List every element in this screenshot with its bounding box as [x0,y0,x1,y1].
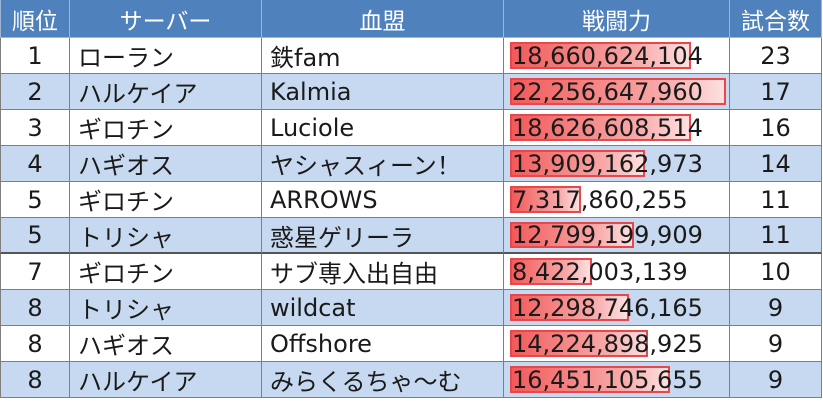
games-cell: 23 [730,38,822,74]
table-row: 2 ハルケイア Kalmia 22,256,647,960 17 [0,74,822,110]
guild-cell: Offshore [262,326,504,362]
power-value: 18,626,608,514 [512,113,703,142]
rank-cell: 5 [0,218,70,254]
server-cell: ギロチン [70,182,262,218]
server-cell: トリシャ [70,290,262,326]
header-power: 戦闘力 [504,0,730,38]
guild-cell: ARROWS [262,182,504,218]
rank-cell: 1 [0,38,70,74]
power-value: 8,422,003,139 [512,257,688,286]
rank-cell: 8 [0,326,70,362]
table-row: 5 ギロチン ARROWS 7,317,860,255 11 [0,182,822,218]
power-bar [510,366,670,393]
power-cell: 18,660,624,104 [504,38,730,74]
power-value: 22,256,647,960 [512,77,703,106]
table-row: 3 ギロチン Luciole 18,626,608,514 16 [0,110,822,146]
server-cell: ハギオス [70,326,262,362]
games-cell: 17 [730,74,822,110]
table-body: 1 ローラン 鉄fam 18,660,624,104 23 2 ハルケイア Kalmia 22,… [0,38,822,398]
power-bar [510,294,629,321]
guild-cell: ヤシャスィーン！ [262,146,504,182]
rank-cell: 8 [0,362,70,398]
power-bar [510,114,691,141]
power-bar [510,78,726,105]
power-value: 14,224,898,925 [512,329,703,358]
table-row: 4 ハギオス ヤシャスィーン！ 13,909,162,973 14 [0,146,822,182]
header-server: サーバー [70,0,262,38]
rank-cell: 3 [0,110,70,146]
games-cell: 11 [730,182,822,218]
power-value: 16,451,105,655 [512,365,703,394]
rank-cell: 2 [0,74,70,110]
server-cell: ローラン [70,38,262,74]
guild-cell: サブ専入出自由 [262,254,504,290]
power-value: 13,909,162,973 [512,149,703,178]
rank-cell: 8 [0,290,70,326]
server-cell: ハギオス [70,146,262,182]
power-cell: 12,298,746,165 [504,290,730,326]
power-cell: 7,317,860,255 [504,182,730,218]
power-cell: 16,451,105,655 [504,362,730,398]
table-row: 1 ローラン 鉄fam 18,660,624,104 23 [0,38,822,74]
power-cell: 13,909,162,973 [504,146,730,182]
power-bar [510,222,634,248]
server-cell: ギロチン [70,110,262,146]
header-guild: 血盟 [262,0,504,38]
guild-cell: Luciole [262,110,504,146]
power-cell: 18,626,608,514 [504,110,730,146]
power-bar [510,150,645,177]
guild-cell: wildcat [262,290,504,326]
power-cell: 12,799,199,909 [504,218,730,254]
games-cell: 9 [730,362,822,398]
games-cell: 11 [730,218,822,254]
table-row: 5 トリシャ 惑星ゲリーラ 12,799,199,909 11 [0,218,822,254]
server-cell: ハルケイア [70,74,262,110]
power-bar [510,186,581,213]
server-cell: ハルケイア [70,362,262,398]
rank-cell: 5 [0,182,70,218]
table-row: 7 ギロチン サブ専入出自由 8,422,003,139 10 [0,254,822,290]
games-cell: 14 [730,146,822,182]
guild-cell: 惑星ゲリーラ [262,218,504,254]
power-value: 7,317,860,255 [512,185,688,214]
games-cell: 16 [730,110,822,146]
power-value: 18,660,624,104 [512,41,703,70]
rank-cell: 7 [0,254,70,290]
power-cell: 22,256,647,960 [504,74,730,110]
games-cell: 9 [730,326,822,362]
table-row: 8 ハギオス Offshore 14,224,898,925 9 [0,326,822,362]
games-cell: 9 [730,290,822,326]
games-cell: 10 [730,254,822,290]
power-cell: 8,422,003,139 [504,254,730,290]
table-header: 順位 サーバー 血盟 戦闘力 試合数 [0,0,822,38]
server-cell: トリシャ [70,218,262,254]
power-cell: 14,224,898,925 [504,326,730,362]
guild-cell: Kalmia [262,74,504,110]
server-cell: ギロチン [70,254,262,290]
table-row: 8 ハルケイア みらくるちゃ～む 16,451,105,655 9 [0,362,822,398]
power-bar [510,258,592,285]
header-rank: 順位 [0,0,70,38]
guild-cell: みらくるちゃ～む [262,362,504,398]
power-value: 12,799,199,909 [512,221,703,249]
guild-cell: 鉄fam [262,38,504,74]
power-bar [510,330,648,357]
table-row: 8 トリシャ wildcat 12,298,746,165 9 [0,290,822,326]
power-bar [510,42,691,69]
header-games: 試合数 [730,0,822,38]
power-value: 12,298,746,165 [512,293,703,322]
rank-cell: 4 [0,146,70,182]
